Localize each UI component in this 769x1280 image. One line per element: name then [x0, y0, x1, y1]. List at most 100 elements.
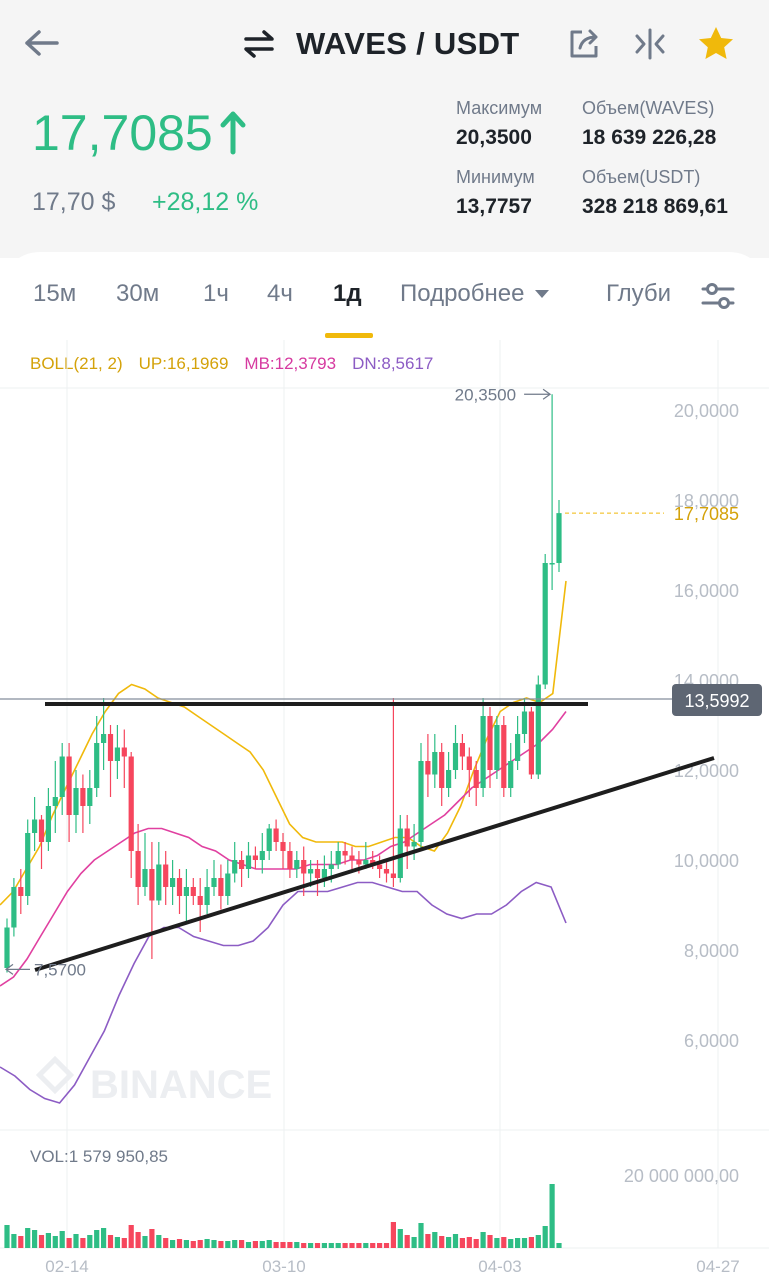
volume-bar [328, 1243, 334, 1248]
boll-lower-line [0, 881, 567, 1104]
candle-body [38, 819, 45, 842]
volume-bar [4, 1225, 10, 1248]
volume-bar [190, 1241, 196, 1248]
boll-mb-value: MB:12,3793 [244, 354, 337, 373]
candle-body [266, 828, 272, 851]
share-button[interactable] [562, 22, 606, 66]
volume-base-label: Объем(WAVES) [582, 98, 715, 118]
candle-body [114, 747, 120, 761]
candle-body [501, 725, 507, 788]
volume-bar [273, 1242, 279, 1248]
boll-dn-value: DN:8,5617 [352, 354, 434, 373]
top-bar: WAVES / USDT [0, 0, 769, 88]
last-price-value: 17,7085 [32, 105, 213, 161]
volume-bar [390, 1222, 396, 1248]
volume-bar [349, 1243, 355, 1248]
volume-bar [418, 1223, 424, 1248]
chart-canvas: BINANCE20,000018,000016,000014,000012,00… [0, 340, 769, 1276]
volume-bar [335, 1243, 341, 1248]
candle-body [397, 828, 403, 878]
volume-bar [128, 1225, 134, 1248]
volume-bar [66, 1238, 72, 1248]
volume-bar [204, 1239, 210, 1248]
volume-bar [38, 1235, 45, 1248]
volume-bar [101, 1228, 107, 1248]
support-trendline [34, 756, 715, 972]
volume-bar [94, 1230, 100, 1248]
tab-depth[interactable]: Глубина [606, 280, 670, 307]
candle-body [94, 743, 100, 788]
volume-bar [528, 1237, 534, 1248]
volume-bar [508, 1239, 514, 1248]
candle-body [294, 860, 300, 869]
tab-1h[interactable]: 1ч [203, 280, 229, 307]
volume-bar [225, 1241, 231, 1248]
candle-body [190, 887, 196, 896]
volume-bar [245, 1242, 252, 1248]
tab-30m[interactable]: 30м [116, 280, 160, 307]
tab-15m[interactable]: 15м [33, 280, 77, 307]
x-axis-label: 03-10 [262, 1257, 305, 1276]
kline-chart[interactable]: BOLL(21, 2) UP:16,1969 MB:12,3793 DN:8,5… [0, 340, 769, 1280]
max-marker-arrow-icon [542, 388, 552, 400]
volume-bar [239, 1240, 245, 1248]
candle-body [52, 797, 58, 806]
y-axis-label: 12,0000 [674, 761, 739, 781]
volume-bar [549, 1184, 555, 1248]
x-axis-label: 04-27 [696, 1257, 739, 1276]
volume-bar [25, 1228, 31, 1248]
tab-1d[interactable]: 1д [333, 280, 362, 307]
price-change: +28,12 % [152, 188, 259, 216]
candle-body [66, 756, 72, 815]
favorite-button[interactable] [694, 22, 738, 66]
caret-down-icon [535, 290, 550, 298]
price-usd: 17,70 $ [32, 188, 116, 216]
candle-body [259, 851, 265, 860]
candle-body [342, 851, 348, 856]
candle-body [446, 770, 452, 788]
chart-settings-button[interactable] [696, 274, 740, 318]
back-button[interactable] [18, 22, 64, 64]
pair-selector[interactable]: WAVES / USDT [242, 22, 520, 66]
volume-bar [11, 1234, 17, 1248]
candle-body [418, 761, 424, 842]
y-axis-label: 20,0000 [674, 401, 739, 421]
volume-bar [163, 1238, 169, 1248]
candle-body [218, 878, 224, 896]
candle-body [411, 842, 417, 847]
candle-body [494, 725, 500, 770]
back-arrow-icon [25, 30, 59, 56]
volume-bar [411, 1237, 417, 1248]
volume-bar [142, 1236, 148, 1248]
candle-body [156, 864, 162, 901]
volume-bar [480, 1232, 486, 1248]
candle-body [301, 860, 307, 874]
candle-body [356, 860, 362, 865]
more-intervals-dropdown[interactable]: Подробнее [400, 280, 550, 308]
boll-legend: BOLL(21, 2) UP:16,1969 MB:12,3793 DN:8,5… [30, 354, 433, 374]
volume-bar [404, 1235, 410, 1248]
y-axis-label: 6,0000 [684, 1031, 739, 1051]
candle-body [308, 869, 314, 874]
pair-title: WAVES / USDT [296, 26, 520, 61]
candle-body [349, 855, 355, 860]
candle-body [528, 711, 534, 775]
candle-body [32, 819, 38, 833]
candle-body [425, 761, 431, 775]
favorite-star-icon [699, 27, 733, 59]
candle-body [211, 878, 217, 887]
volume-bar [73, 1234, 79, 1248]
candle-body [370, 860, 376, 865]
last-price: 17,7085 [32, 104, 247, 162]
volume-bar [266, 1240, 272, 1248]
candle-body [163, 864, 169, 887]
volume-bar [452, 1234, 459, 1248]
candle-body [335, 851, 341, 865]
active-tab-indicator [325, 333, 373, 338]
volume-bar [356, 1243, 362, 1248]
compare-button[interactable] [628, 22, 672, 66]
volume-bar [280, 1242, 286, 1248]
up-arrow-icon [220, 111, 246, 155]
volume-bar [59, 1231, 65, 1248]
tab-4h[interactable]: 4ч [267, 280, 293, 307]
